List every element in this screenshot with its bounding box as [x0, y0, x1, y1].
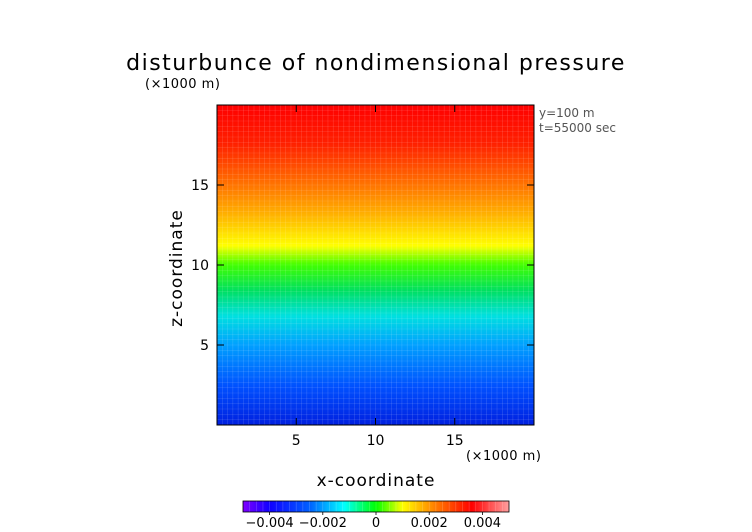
x-axis-ticks: 5 10 15 [292, 105, 464, 449]
colorbar-tick-label: −0.002 [299, 516, 347, 531]
colorbar-tick-label: 0.002 [411, 516, 448, 531]
x-tick-label: 10 [367, 433, 385, 449]
colorbar-tick-label: −0.004 [246, 516, 294, 531]
x-tick-label: 5 [292, 433, 301, 449]
chart-title: disturbunce of nondimensional pressure [126, 51, 626, 76]
info-y-position: y=100 m [539, 106, 595, 120]
x-unit-label: (×1000 m) [466, 449, 541, 464]
pressure-field [217, 105, 534, 425]
colorbar-tick-label: 0 [372, 516, 380, 531]
x-axis-label: x-coordinate [317, 471, 436, 491]
plot-area [216, 104, 535, 426]
colorbar-gradient [243, 501, 509, 512]
y-axis-label: z-coordinate [167, 209, 187, 327]
y-tick-label: 15 [191, 178, 209, 194]
y-unit-label: (×1000 m) [145, 77, 220, 92]
info-time: t=55000 sec [539, 121, 616, 135]
colorbar-tick-label: 0.004 [464, 516, 501, 531]
field-texture [217, 105, 534, 425]
colorbar-segments [249, 501, 503, 512]
y-tick-label: 10 [191, 258, 209, 274]
y-axis-ticks: 5 10 15 [191, 178, 534, 354]
x-tick-label: 15 [446, 433, 464, 449]
colorbar-ticks: −0.004 −0.002 0 0.002 0.004 [246, 512, 501, 531]
y-tick-label: 5 [200, 338, 209, 354]
colorbar: −0.004 −0.002 0 0.002 0.004 [242, 500, 510, 531]
